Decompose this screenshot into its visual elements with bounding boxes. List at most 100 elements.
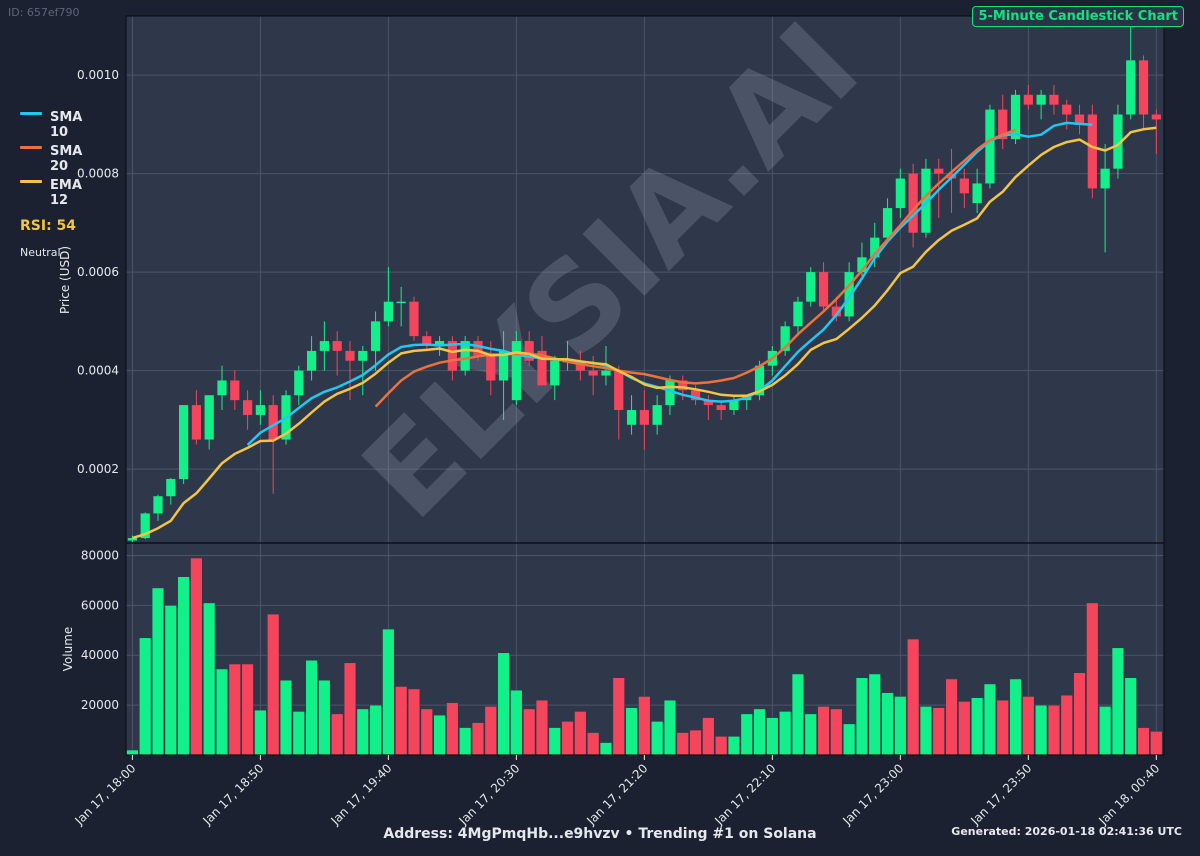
- volume-bar: [164, 605, 177, 756]
- candle: [895, 168, 905, 218]
- candle-body: [998, 109, 1008, 140]
- legend-swatch-ema12: [20, 180, 42, 183]
- volume-bar: [714, 735, 728, 756]
- volume-bar: [574, 711, 587, 756]
- candle: [716, 400, 726, 420]
- price-tick-label: 0.0010: [77, 68, 119, 82]
- candle-body: [1151, 114, 1161, 120]
- candle-body: [319, 341, 329, 351]
- volume-bar: [139, 637, 152, 756]
- volume-bar: [727, 735, 741, 756]
- x-tick-label: Jan 17, 20:30: [455, 761, 522, 828]
- candle: [652, 395, 662, 435]
- candle: [332, 331, 342, 376]
- candle: [153, 494, 163, 521]
- volume-bar: [394, 686, 408, 756]
- candle: [1151, 109, 1161, 154]
- volume-bar: [586, 732, 600, 756]
- candle-body: [370, 321, 381, 351]
- candle: [1138, 55, 1149, 130]
- candle: [729, 395, 739, 415]
- indicator-line-sma10: [246, 121, 1093, 446]
- candle: [178, 405, 189, 484]
- candle: [882, 198, 893, 243]
- rsi-status: Neutral: [20, 246, 61, 259]
- candle: [818, 262, 829, 312]
- candle: [294, 365, 304, 406]
- volume-bar: [638, 696, 651, 756]
- candle-body: [690, 390, 701, 401]
- candle: [1049, 84, 1059, 115]
- candle-body: [498, 350, 509, 381]
- volume-bar: [958, 701, 971, 756]
- candle-body: [1087, 114, 1097, 189]
- volume-bar: [932, 707, 945, 756]
- volume-bar: [894, 696, 907, 756]
- candle-body: [844, 272, 854, 317]
- candle-body: [818, 272, 829, 307]
- volume-bar: [663, 699, 677, 756]
- volume-bar: [970, 697, 984, 756]
- candle-body: [601, 370, 611, 376]
- candle-body: [306, 350, 317, 371]
- volume-bar: [702, 717, 715, 756]
- candle-body: [140, 513, 150, 539]
- volume-bar: [740, 713, 753, 756]
- volume-bar: [1111, 647, 1125, 756]
- indicator-line-sma20: [374, 128, 1016, 408]
- candle: [242, 390, 253, 430]
- volume-bar: [1022, 696, 1035, 756]
- volume-bar: [318, 679, 331, 756]
- candle-body: [178, 405, 189, 479]
- candle: [460, 336, 470, 376]
- chart-title: 5-Minute Candlestick Chart: [972, 6, 1184, 27]
- volume-tick-label: 20000: [81, 698, 119, 712]
- candle-body: [1113, 114, 1123, 169]
- volume-bar: [791, 673, 805, 756]
- volume-bar: [881, 692, 894, 756]
- candle-body: [242, 400, 253, 415]
- candle-body: [1036, 94, 1046, 105]
- legend-swatch-sma20: [20, 146, 42, 149]
- volume-tick-label: 80000: [81, 548, 119, 562]
- volume-bar: [830, 708, 843, 756]
- price-tick-label: 0.0002: [77, 462, 119, 476]
- candle-body: [358, 350, 368, 361]
- candle: [959, 168, 969, 209]
- volume-bar: [356, 708, 369, 756]
- volume-bar: [458, 727, 472, 756]
- candle-body: [434, 341, 445, 346]
- volume-bar: [407, 688, 421, 756]
- candle: [230, 370, 240, 411]
- candle: [972, 168, 982, 214]
- volume-bar: [778, 711, 792, 756]
- candle-body: [486, 355, 496, 381]
- candle-body: [588, 370, 598, 376]
- volume-bar: [945, 678, 958, 756]
- volume-bar: [817, 706, 830, 756]
- candle-body: [972, 183, 982, 204]
- volume-bar: [561, 721, 574, 756]
- volume-bar: [484, 706, 497, 756]
- candle: [921, 158, 931, 238]
- candle: [217, 365, 227, 411]
- volume-bar: [203, 602, 216, 756]
- candle-body: [921, 168, 931, 233]
- candle-body: [537, 350, 547, 386]
- candle: [345, 341, 355, 401]
- candle-body: [729, 400, 739, 411]
- candle: [1074, 104, 1085, 135]
- volume-bar: [804, 713, 817, 756]
- candle-body: [614, 370, 624, 411]
- candle: [370, 311, 381, 371]
- candle-body: [422, 336, 432, 346]
- volume-bar: [983, 683, 997, 756]
- legend-label: SMA 10: [50, 110, 83, 140]
- volume-bar: [215, 668, 229, 756]
- x-tick-label: Jan 17, 19:40: [327, 761, 394, 828]
- candle-body: [127, 538, 138, 541]
- volume-bar: [126, 749, 139, 756]
- candle-body: [985, 109, 995, 184]
- candle-body: [882, 208, 893, 238]
- candle-body: [191, 405, 202, 440]
